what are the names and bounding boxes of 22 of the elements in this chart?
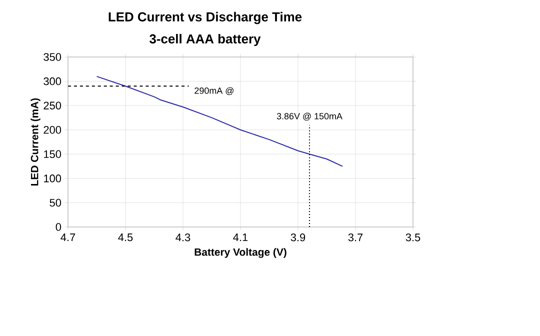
x-tick-label: 4.7 (60, 234, 76, 242)
chart-subtitle: 3-cell AAA battery (150, 34, 261, 46)
y-tick-label: 150 (44, 150, 62, 158)
y-tick-label: 100 (44, 174, 62, 182)
x-tick-label: 4.1 (233, 234, 248, 242)
y-tick-label: 300 (44, 77, 62, 86)
x-tick-label: 3.7 (348, 234, 363, 242)
chart-title: LED Current vs Discharge Time (108, 12, 302, 24)
y-tick-label: 350 (44, 53, 62, 61)
x-tick-label: 4.3 (176, 234, 190, 242)
x-tick-label: 4.5 (118, 234, 133, 242)
line-series (96, 76, 344, 167)
y-tick-label: 0 (56, 223, 62, 231)
x-tick-label: 3.5 (406, 234, 420, 242)
y-tick-label: 200 (44, 126, 62, 134)
x-tick-label: 3.9 (290, 234, 306, 242)
ref-line-label: 290mA @ (194, 87, 234, 95)
y-tick-label: 50 (50, 198, 62, 207)
ref-line-label: 3.86V @ 150mA (276, 112, 342, 121)
y-axis-title: LED Current (mA) (30, 98, 40, 186)
y-tick-label: 250 (44, 102, 62, 110)
x-axis-title: Battery Voltage (V) (194, 248, 286, 258)
